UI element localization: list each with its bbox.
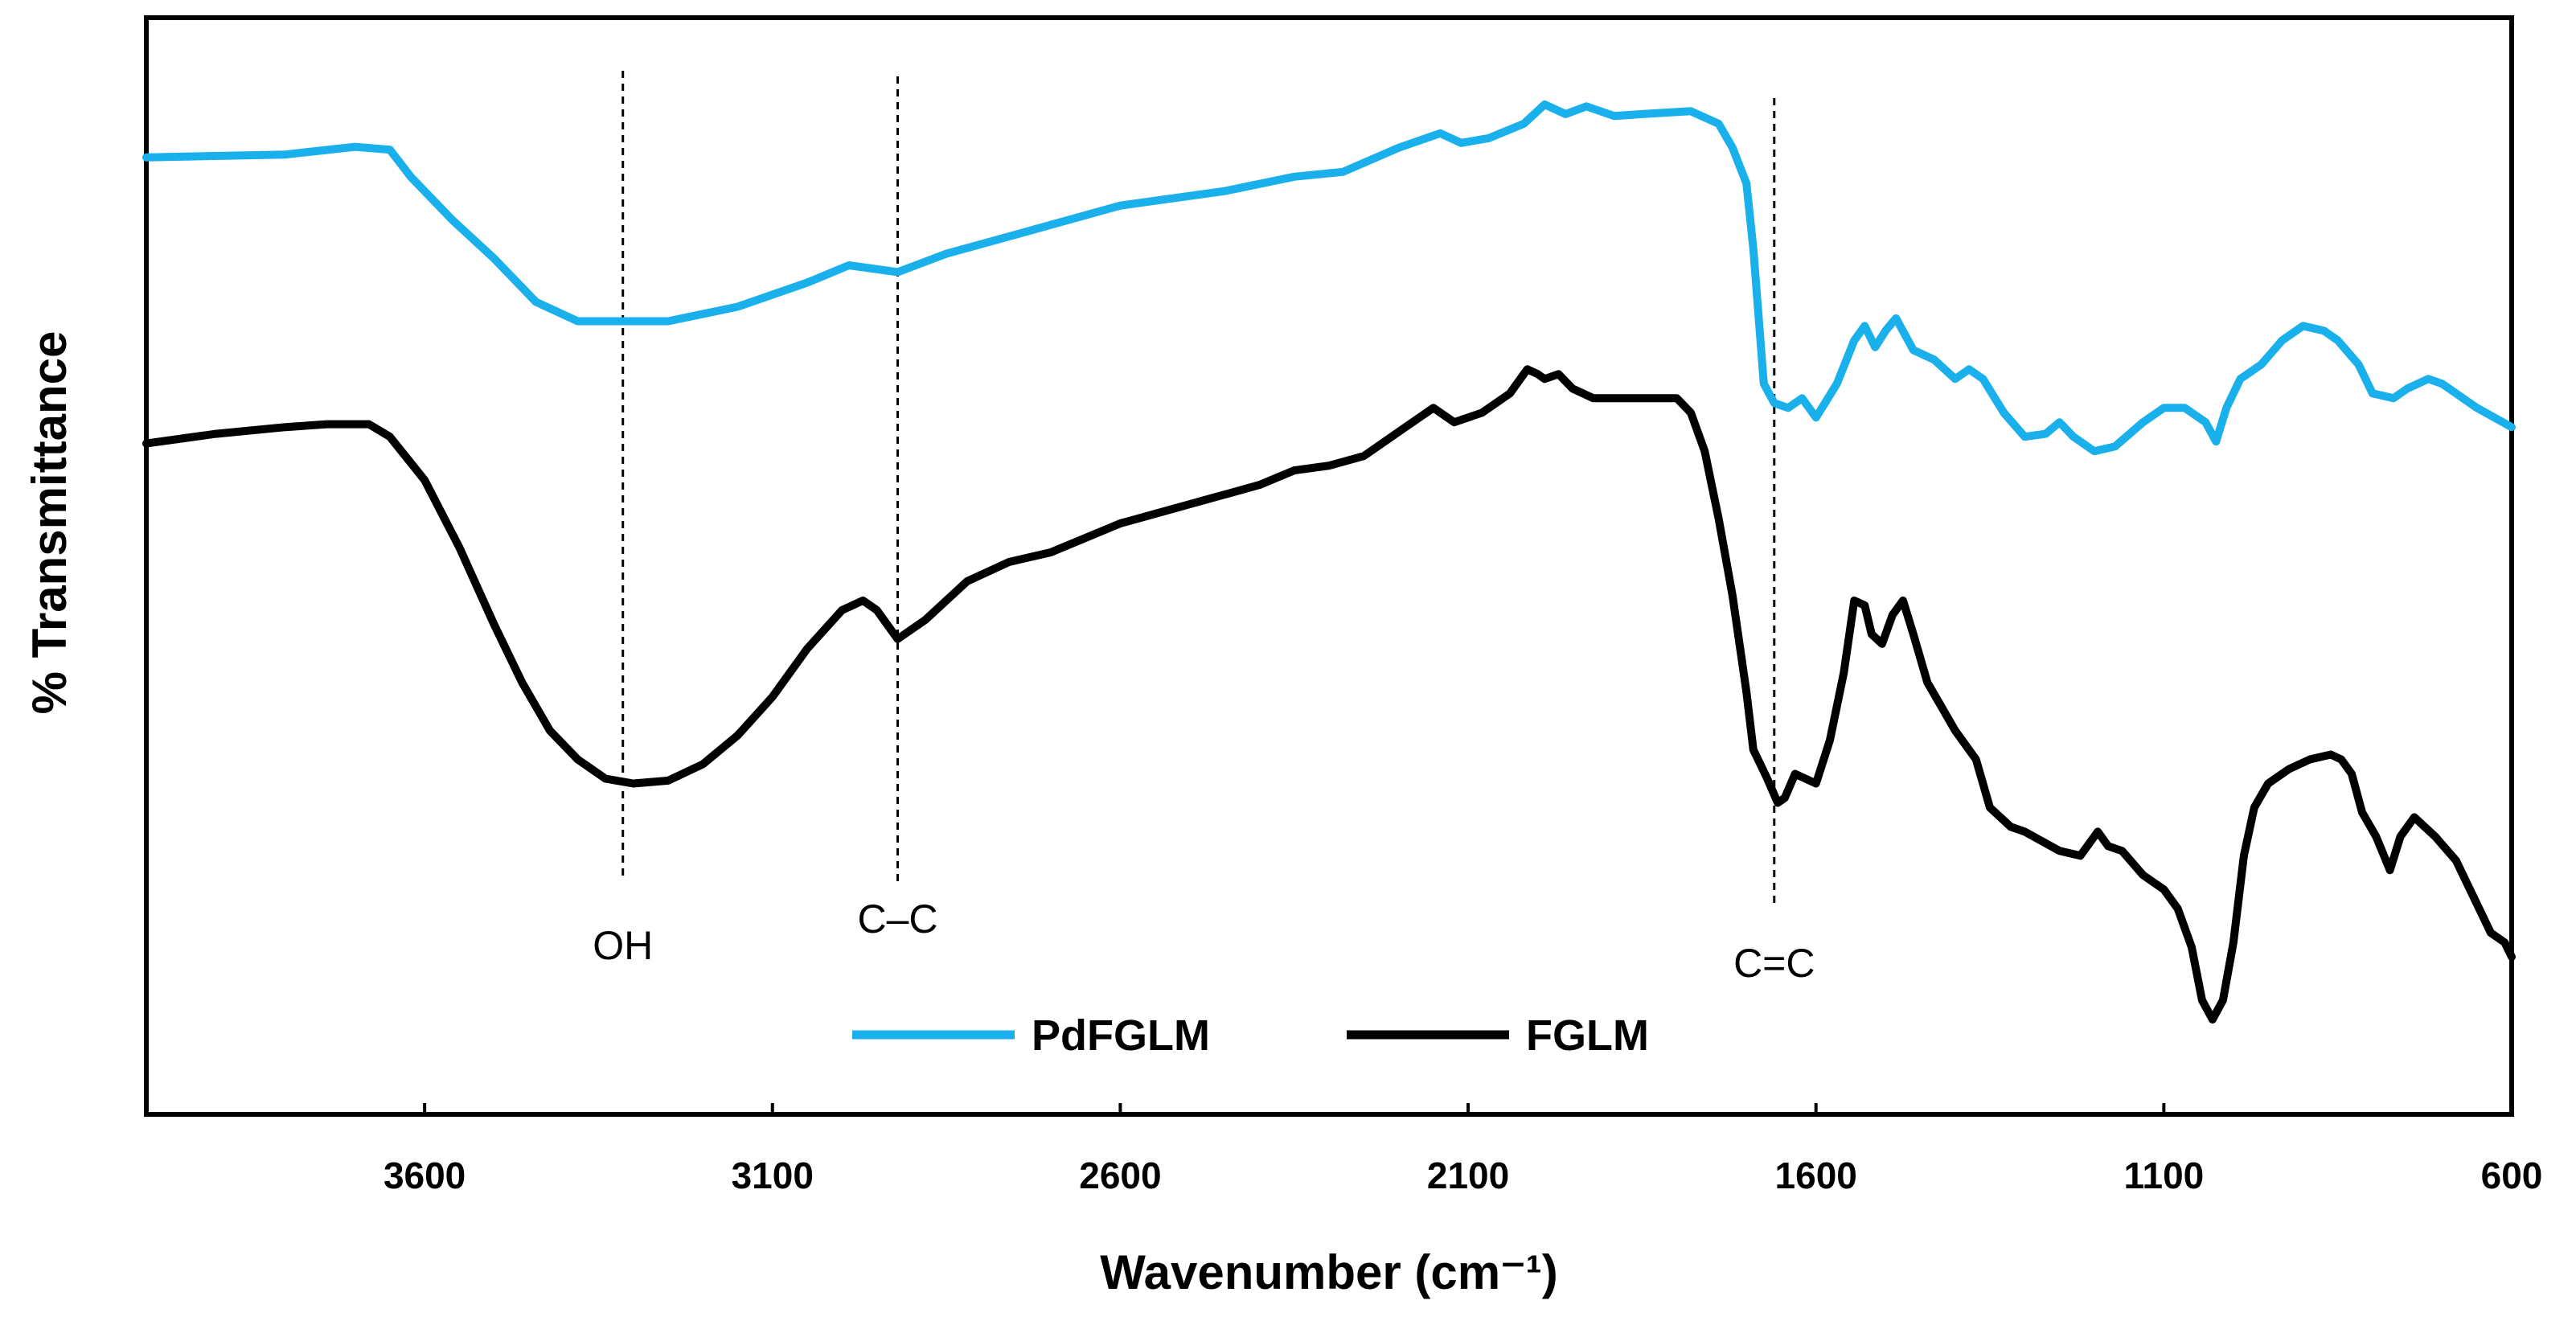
annotation-cc-single-label: C–C [858,896,938,942]
legend: PdFGLM FGLM [852,1011,1649,1060]
x-tick-label: 600 [2481,1155,2543,1196]
x-axis-title: Wavenumber (cm⁻¹) [1100,1245,1558,1299]
series-line-fglm [142,365,2516,1024]
y-axis-title: % Transmittance [23,331,76,715]
x-tick-label: 2100 [1427,1155,1509,1196]
annotation-cc-double-label: C=C [1733,941,1815,986]
x-axis-ticks: 3600 3100 2600 2100 1600 1100 600 [384,1103,2542,1196]
x-tick-label: 2600 [1079,1155,1161,1196]
plot-frame [144,15,2514,1117]
x-tick-label: 3600 [384,1155,466,1196]
x-tick-label: 1600 [1775,1155,1857,1196]
legend-label-pdfglm: PdFGLM [1032,1011,1210,1060]
x-tick-label: 1100 [2123,1155,2204,1196]
annotation-lines [621,71,1776,907]
annotation-oh-label: OH [593,923,653,968]
series-layer [142,100,2516,1024]
x-tick-label: 3100 [732,1155,814,1196]
legend-label-fglm: FGLM [1526,1011,1649,1060]
series-line-pdfglm [142,100,2516,456]
